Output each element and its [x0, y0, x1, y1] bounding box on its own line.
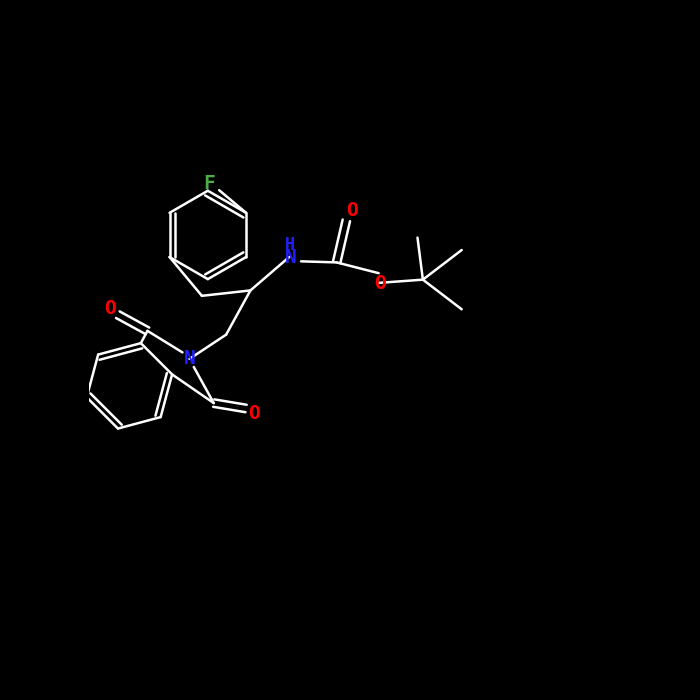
- Text: O: O: [374, 274, 386, 293]
- Text: F: F: [204, 174, 216, 193]
- Text: N: N: [284, 248, 296, 267]
- Text: O: O: [248, 405, 260, 424]
- Text: O: O: [104, 299, 116, 318]
- Text: O: O: [346, 201, 358, 220]
- Text: H: H: [286, 236, 295, 254]
- Text: N: N: [183, 349, 195, 368]
